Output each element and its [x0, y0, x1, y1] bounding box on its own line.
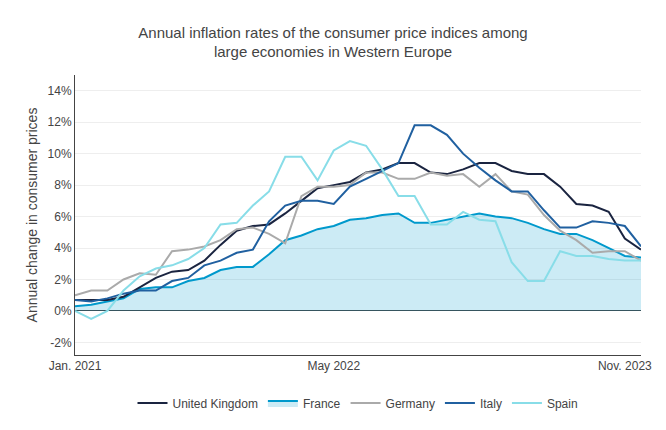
svg-text:France: France	[303, 397, 341, 411]
svg-text:Annual inflation rates of the: Annual inflation rates of the consumer p…	[138, 24, 527, 61]
svg-text:10%: 10%	[48, 147, 72, 161]
svg-text:-2%: -2%	[50, 336, 72, 350]
svg-text:6%: 6%	[54, 210, 72, 224]
svg-text:14%: 14%	[48, 84, 72, 98]
svg-text:12%: 12%	[48, 115, 72, 129]
svg-text:4%: 4%	[54, 241, 72, 255]
svg-text:Jan. 2021: Jan. 2021	[49, 359, 102, 373]
svg-text:Germany: Germany	[386, 397, 435, 411]
svg-text:Spain: Spain	[547, 397, 578, 411]
svg-text:Nov. 2023: Nov. 2023	[598, 359, 652, 373]
svg-text:0%: 0%	[54, 304, 72, 318]
svg-text:Annual change in consumer pric: Annual change in consumer prices	[24, 108, 40, 323]
svg-text:2%: 2%	[54, 273, 72, 287]
svg-text:United Kingdom: United Kingdom	[173, 397, 258, 411]
svg-text:May 2022: May 2022	[307, 359, 360, 373]
svg-text:Italy: Italy	[480, 397, 502, 411]
svg-text:8%: 8%	[54, 178, 72, 192]
